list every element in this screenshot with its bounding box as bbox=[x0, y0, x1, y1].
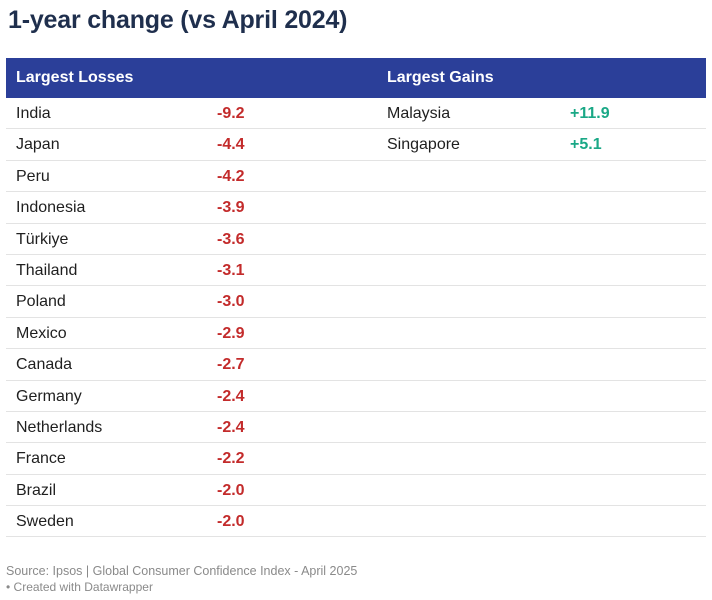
table-row: Germany -2.4 bbox=[6, 381, 706, 412]
table-row: India -9.2 Malaysia +11.9 bbox=[6, 98, 706, 130]
table-row: Brazil -2.0 bbox=[6, 475, 706, 507]
loss-value: -4.2 bbox=[217, 167, 245, 185]
table-row: Poland -3.0 bbox=[6, 286, 706, 318]
source-note: Source: Ipsos | Global Consumer Confiden… bbox=[6, 564, 358, 578]
loss-country: Thailand bbox=[16, 261, 78, 279]
table-row: Peru -4.2 bbox=[6, 161, 706, 193]
loss-value: -3.1 bbox=[217, 261, 245, 279]
loss-value: -2.7 bbox=[217, 356, 245, 374]
table-row: Indonesia -3.9 bbox=[6, 192, 706, 224]
loss-value: -9.2 bbox=[217, 105, 245, 122]
loss-country: Canada bbox=[16, 356, 73, 374]
table-row: Mexico -2.9 bbox=[6, 318, 706, 350]
gain-value: +11.9 bbox=[570, 105, 610, 122]
loss-country: Brazil bbox=[16, 481, 57, 499]
created-with-note: • Created with Datawrapper bbox=[6, 580, 153, 594]
table-row: Sweden -2.0 bbox=[6, 506, 706, 538]
loss-value: -2.0 bbox=[217, 481, 245, 499]
table-row: Canada -2.7 bbox=[6, 349, 706, 381]
loss-country: Netherlands bbox=[16, 418, 103, 436]
table-row: Japan -4.4 Singapore +5.1 bbox=[6, 129, 706, 161]
loss-value: -2.4 bbox=[217, 418, 245, 436]
loss-country: Sweden bbox=[16, 513, 74, 531]
loss-value: -3.9 bbox=[217, 199, 245, 217]
loss-value: -2.4 bbox=[217, 387, 245, 405]
chart-title: 1-year change (vs April 2024) bbox=[8, 6, 348, 34]
change-table: Largest Losses Largest Gains India -9.2 Ma… bbox=[6, 58, 706, 538]
loss-country: Türkiye bbox=[16, 230, 69, 248]
loss-value: -3.6 bbox=[217, 230, 245, 248]
table-body: India -9.2 Malaysia +11.9 Japan -4.4 Singapore… bbox=[6, 98, 706, 538]
table-row: France -2.2 bbox=[6, 443, 706, 475]
loss-country: Mexico bbox=[16, 324, 67, 342]
table-row: Netherlands -2.4 bbox=[6, 412, 706, 444]
gain-country: Singapore bbox=[387, 136, 460, 154]
loss-value: -3.0 bbox=[217, 293, 245, 311]
loss-country: Poland bbox=[16, 293, 66, 311]
header-largest-losses: Largest Losses bbox=[16, 69, 134, 86]
loss-country: France bbox=[16, 450, 66, 468]
loss-value: -2.9 bbox=[217, 324, 245, 342]
chart-footer: Source: Ipsos | Global Consumer Confiden… bbox=[6, 563, 357, 595]
loss-country: Peru bbox=[16, 167, 50, 185]
loss-value: -4.4 bbox=[217, 136, 245, 154]
loss-country: India bbox=[16, 105, 51, 122]
gain-value: +5.1 bbox=[570, 136, 602, 154]
table-row: Thailand -3.1 bbox=[6, 255, 706, 287]
gain-country: Malaysia bbox=[387, 105, 451, 122]
header-largest-gains: Largest Gains bbox=[387, 69, 494, 86]
loss-value: -2.2 bbox=[217, 450, 245, 468]
table-header: Largest Losses Largest Gains bbox=[6, 58, 706, 98]
table-row: Türkiye -3.6 bbox=[6, 224, 706, 255]
loss-country: Indonesia bbox=[16, 199, 86, 217]
loss-country: Japan bbox=[16, 136, 60, 154]
loss-value: -2.0 bbox=[217, 513, 245, 531]
loss-country: Germany bbox=[16, 387, 82, 405]
